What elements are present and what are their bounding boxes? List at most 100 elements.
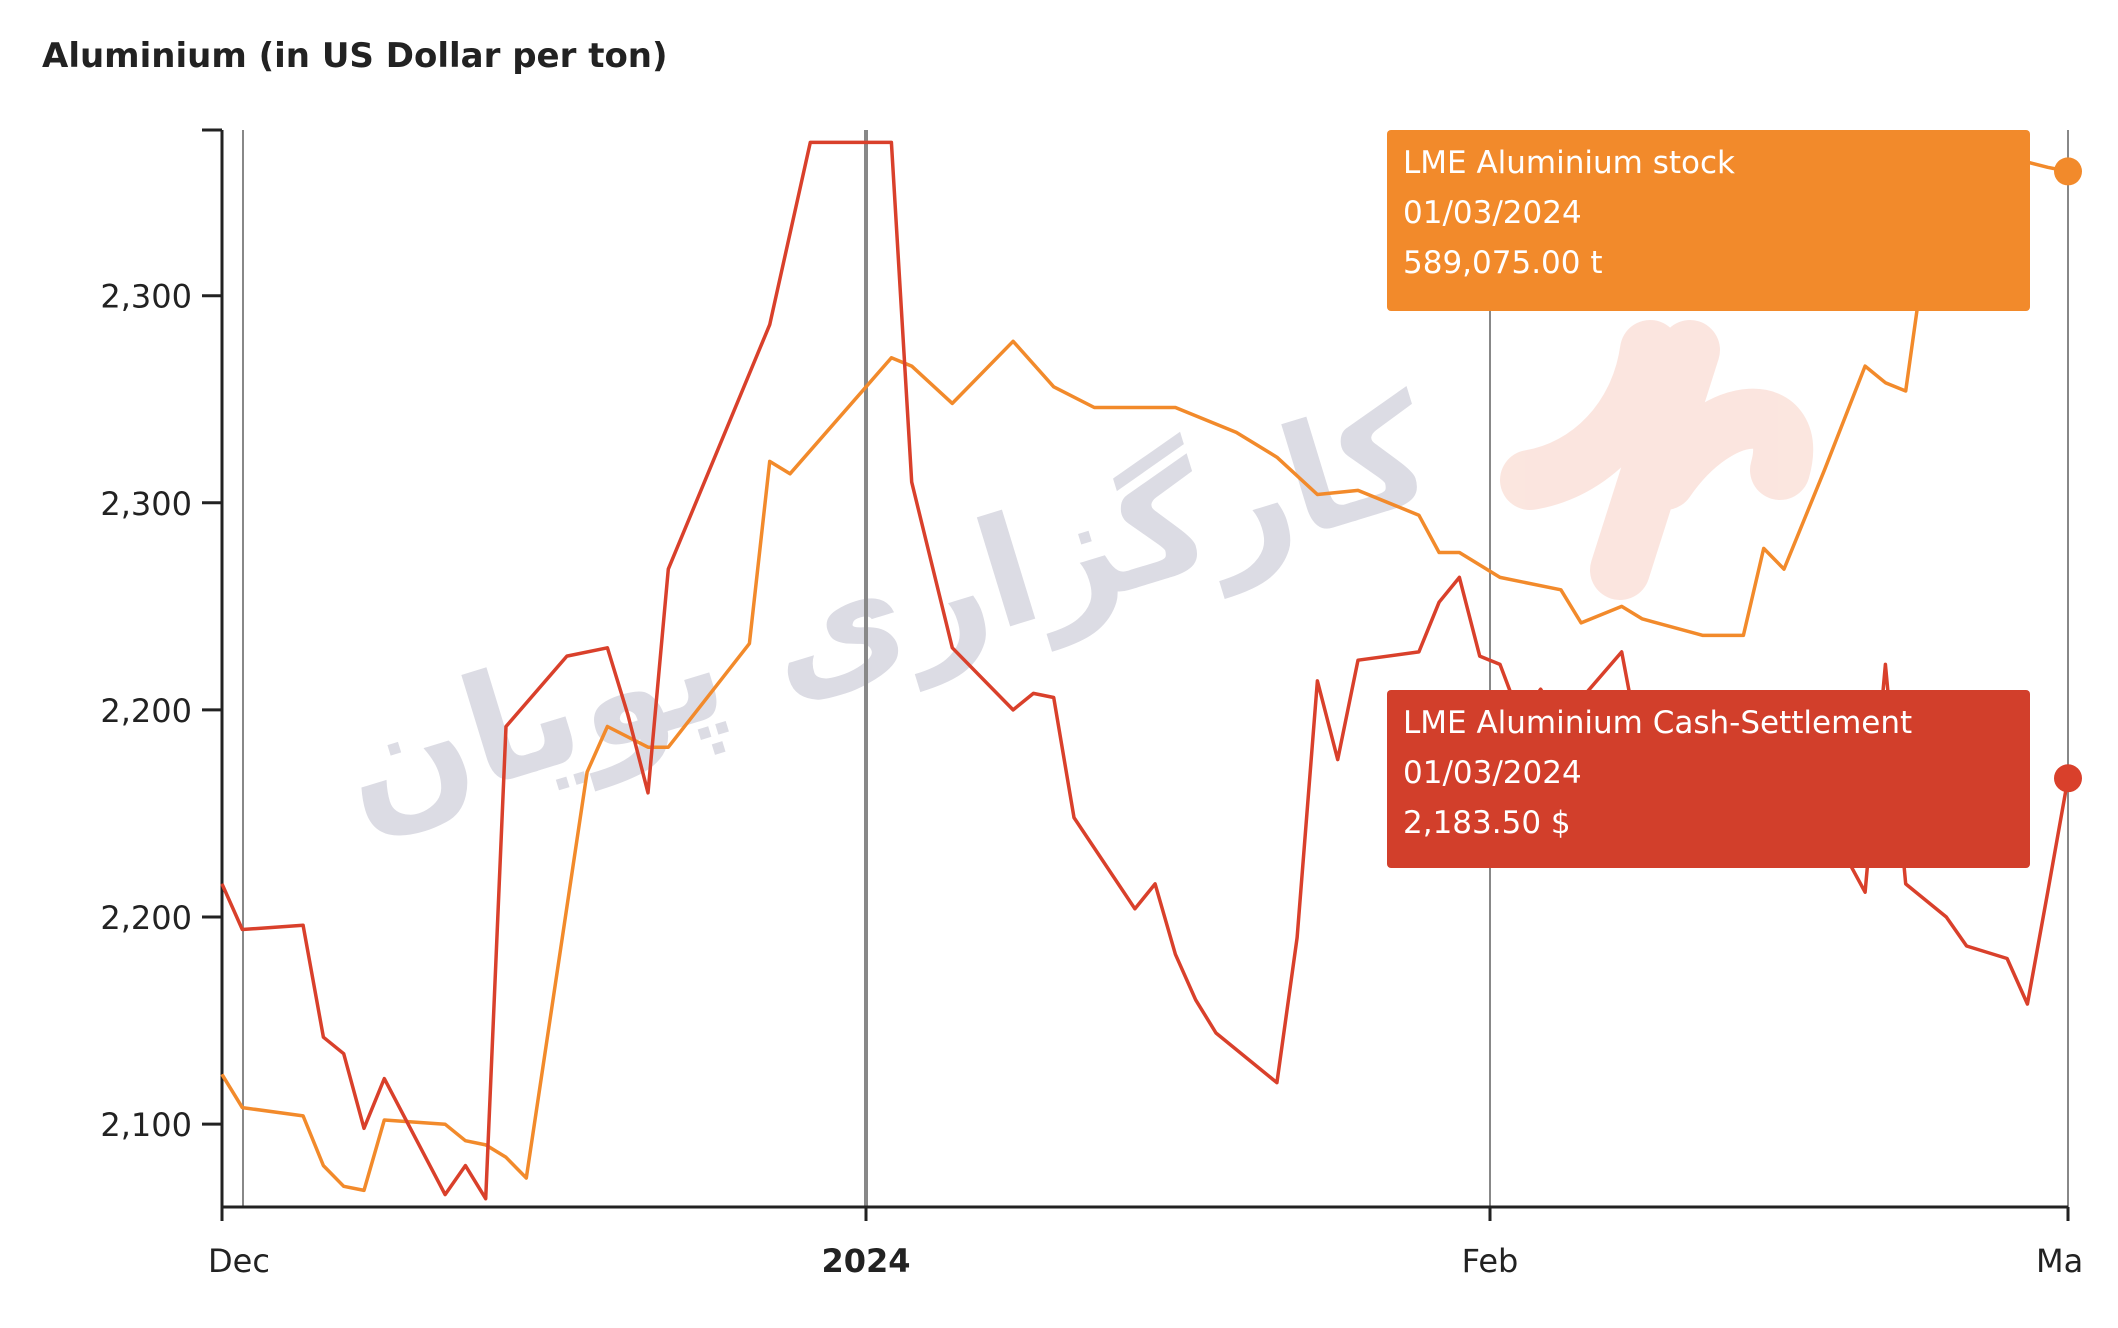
axes: 2,100 2,200 2,200 2,300 2,300 Dec 2024 Feb Ma	[100, 128, 2083, 1280]
data-point-stock	[1884, 382, 1886, 384]
end-markers	[2054, 157, 2082, 793]
data-point-cash	[322, 1036, 324, 1038]
data-point-cash	[951, 647, 953, 649]
end-marker-cash	[2054, 764, 2082, 793]
data-point-stock	[1702, 634, 1704, 636]
data-point-stock	[1641, 618, 1643, 620]
data-point-cash	[911, 481, 913, 483]
data-point-cash	[566, 655, 568, 657]
data-point-stock	[1357, 489, 1359, 491]
data-point-stock	[1905, 390, 1907, 392]
data-point-cash	[1905, 883, 1907, 885]
jr-logo-icon	[1500, 320, 1814, 600]
data-point-stock	[1418, 514, 1420, 516]
data-point-cash	[1337, 759, 1339, 761]
jr-logo-stroke-3	[1635, 388, 1814, 510]
data-point-cash	[1134, 908, 1136, 910]
data-point-cash	[1215, 1032, 1217, 1034]
data-point-stock	[911, 365, 913, 367]
y-tick-label: 2,300	[100, 278, 192, 316]
data-point-stock	[1560, 589, 1562, 591]
data-point-cash	[890, 141, 892, 143]
data-point-cash	[1053, 696, 1055, 698]
data-point-stock	[485, 1144, 487, 1146]
data-point-cash	[1154, 883, 1156, 885]
data-point-stock	[1012, 340, 1014, 342]
data-point-stock	[1864, 365, 1866, 367]
data-point-cash	[2006, 957, 2008, 959]
data-point-stock	[647, 746, 649, 748]
tooltip-stock-value: 589,075.00 t	[1403, 245, 1603, 281]
data-point-cash	[1499, 663, 1501, 665]
data-point-cash	[1479, 655, 1481, 657]
data-point-stock	[789, 473, 791, 475]
data-point-stock	[444, 1123, 446, 1125]
data-point-stock	[241, 1107, 243, 1109]
data-point-stock	[667, 746, 669, 748]
data-point-cash	[241, 928, 243, 930]
data-point-stock	[1316, 494, 1318, 496]
data-point-stock	[1783, 568, 1785, 570]
data-point-stock	[1053, 386, 1055, 388]
data-point-stock	[606, 725, 608, 727]
data-point-stock	[2047, 166, 2049, 168]
tooltip-cash-name: LME Aluminium Cash-Settlement	[1403, 705, 1913, 741]
data-point-cash	[1621, 651, 1623, 653]
chart-title: Aluminium (in US Dollar per ton)	[42, 36, 668, 76]
data-point-stock	[221, 1073, 223, 1075]
end-marker-stock	[2054, 157, 2082, 186]
data-point-cash	[221, 883, 223, 885]
data-point-cash	[1438, 601, 1440, 603]
data-point-stock	[383, 1119, 385, 1121]
data-point-stock	[1458, 552, 1460, 554]
data-point-stock	[1276, 456, 1278, 458]
data-point-cash	[1945, 916, 1947, 918]
y-tick-label: 2,300	[100, 485, 192, 523]
data-point-stock	[464, 1140, 466, 1142]
data-point-cash	[383, 1078, 385, 1080]
data-point-stock	[769, 460, 771, 462]
data-point-stock	[1824, 469, 1826, 471]
y-tick-label: 2,200	[100, 692, 192, 730]
data-point-cash	[1458, 576, 1460, 578]
data-point-cash	[505, 725, 507, 727]
data-point-cash	[606, 647, 608, 649]
data-point-stock	[1499, 576, 1501, 578]
data-point-cash	[1276, 1082, 1278, 1084]
data-point-stock	[1093, 407, 1095, 409]
data-point-cash	[1296, 937, 1298, 939]
x-tick-label: 2024	[821, 1242, 910, 1280]
data-point-stock	[1235, 431, 1237, 433]
data-point-cash	[444, 1194, 446, 1196]
data-point-stock	[1580, 622, 1582, 624]
data-point-cash	[1032, 692, 1034, 694]
data-point-cash	[1012, 709, 1014, 711]
data-point-stock	[1174, 407, 1176, 409]
data-point-stock	[1438, 552, 1440, 554]
data-point-stock	[302, 1115, 304, 1117]
x-tick-label: Ma	[2036, 1242, 2083, 1280]
tooltip-stock-date: 01/03/2024	[1403, 195, 1582, 231]
data-point-cash	[1195, 999, 1197, 1001]
data-point-stock	[1621, 605, 1623, 607]
data-point-cash	[343, 1053, 345, 1055]
data-point-cash	[1357, 659, 1359, 661]
data-point-cash	[647, 792, 649, 794]
data-point-cash	[1316, 680, 1318, 682]
data-point-cash	[667, 568, 669, 570]
data-point-stock	[748, 643, 750, 645]
data-point-stock	[505, 1156, 507, 1158]
data-point-cash	[1418, 651, 1420, 653]
watermark-text: کارگزاری پویان	[320, 363, 1452, 861]
data-point-cash	[1174, 953, 1176, 955]
data-point-stock	[322, 1165, 324, 1167]
tooltip-stock: LME Aluminium stock 01/03/2024 589,075.0…	[1387, 130, 2030, 311]
tooltip-cash-date: 01/03/2024	[1403, 755, 1582, 791]
tooltip-cash-value: 2,183.50 $	[1403, 805, 1571, 841]
data-point-cash	[363, 1127, 365, 1129]
data-point-cash	[1884, 663, 1886, 665]
data-point-cash	[302, 924, 304, 926]
x-tick-label: Feb	[1462, 1242, 1519, 1280]
data-point-cash	[1073, 817, 1075, 819]
